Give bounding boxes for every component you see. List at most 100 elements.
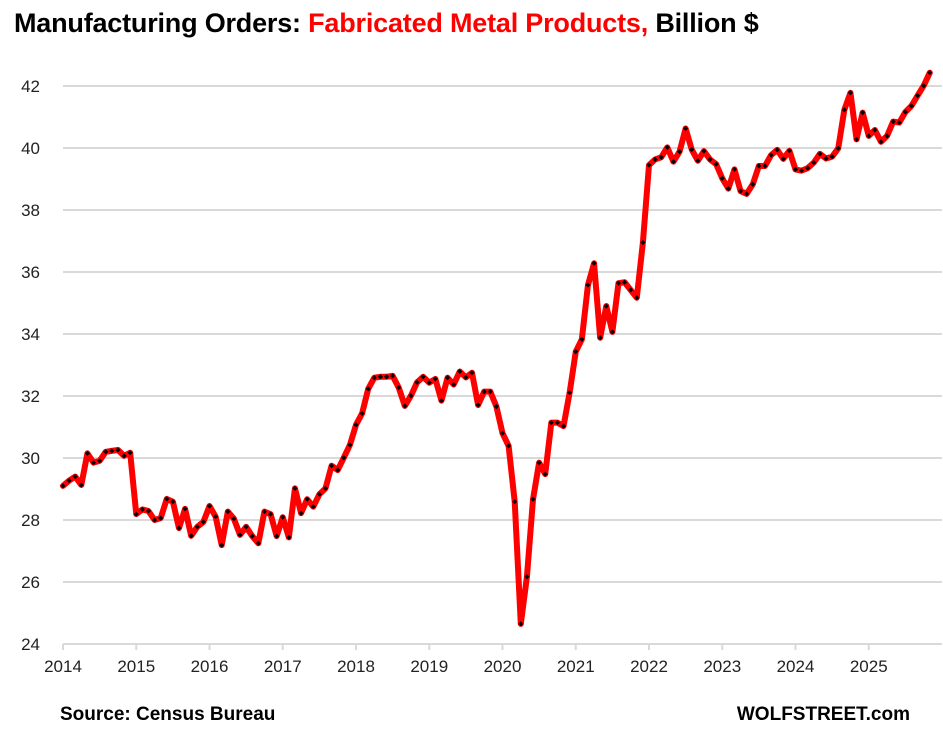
data-point — [371, 375, 377, 381]
y-tick-label: 26 — [21, 573, 40, 592]
data-point — [823, 155, 829, 162]
series-line — [60, 69, 933, 627]
y-tick-label: 36 — [21, 263, 40, 282]
gridlines — [63, 85, 942, 645]
data-point — [835, 145, 841, 151]
data-point — [652, 156, 658, 163]
x-tick-label: 2015 — [117, 657, 155, 676]
data-point — [170, 499, 176, 505]
data-point — [518, 621, 524, 627]
data-point — [139, 506, 145, 513]
data-point — [304, 496, 310, 502]
data-point — [347, 442, 353, 448]
data-point — [408, 393, 414, 399]
x-tick-label: 2019 — [410, 657, 448, 676]
y-tick-label: 34 — [21, 325, 40, 344]
x-tick-label: 2023 — [703, 657, 741, 676]
y-tick-label: 28 — [21, 511, 40, 530]
data-point — [499, 430, 506, 436]
data-point — [353, 422, 359, 428]
data-point — [438, 398, 445, 404]
data-point — [475, 402, 481, 408]
series — [60, 69, 933, 627]
data-point — [310, 504, 316, 510]
data-point — [493, 403, 499, 410]
data-point — [445, 375, 451, 381]
data-point — [164, 496, 170, 502]
data-point — [97, 458, 103, 464]
data-point — [359, 410, 365, 416]
data-point — [396, 385, 402, 391]
y-axis: 24 26 28 30 32 34 36 38 40 42 — [21, 77, 40, 654]
x-tick-label: 2022 — [630, 657, 668, 676]
data-point — [707, 156, 713, 163]
title-highlight: Fabricated Metal Products, — [308, 8, 649, 38]
data-point — [292, 485, 298, 491]
data-point — [805, 165, 811, 171]
data-point — [225, 509, 231, 515]
data-point — [481, 389, 487, 395]
data-point — [335, 467, 341, 473]
data-point — [72, 474, 78, 480]
x-tick-label: 2021 — [557, 657, 595, 676]
data-point — [383, 374, 390, 380]
data-point — [322, 485, 329, 491]
data-point — [329, 463, 335, 469]
data-point — [121, 453, 127, 459]
data-point — [274, 533, 280, 539]
brand-label: WOLFSTREET.com — [736, 704, 910, 725]
data-point — [725, 186, 731, 192]
data-point — [457, 368, 463, 375]
title-unit: Billion $ — [648, 8, 759, 38]
data-point — [402, 403, 408, 409]
data-point — [127, 450, 133, 456]
data-point — [426, 380, 432, 386]
x-tick-label: 2025 — [850, 657, 888, 676]
data-point — [390, 373, 396, 379]
data-point — [103, 449, 109, 455]
data-point — [261, 509, 267, 515]
y-tick-label: 32 — [21, 387, 40, 406]
data-point — [255, 540, 261, 546]
data-point — [829, 154, 835, 160]
y-tick-label: 30 — [21, 449, 40, 468]
data-point — [780, 156, 786, 162]
title-main: Manufacturing Orders: — [14, 8, 309, 38]
data-point — [365, 386, 371, 392]
data-point — [506, 443, 512, 449]
data-point — [872, 127, 878, 133]
data-point — [615, 280, 622, 286]
data-point — [585, 282, 591, 288]
source-label: Source: Census Bureau — [60, 704, 276, 725]
data-point — [744, 191, 750, 197]
data-point — [634, 295, 640, 301]
data-point — [432, 376, 438, 382]
data-point — [799, 168, 805, 174]
x-tick-label: 2014 — [44, 657, 82, 676]
data-point — [420, 374, 426, 380]
data-point — [786, 148, 792, 154]
data-point — [316, 491, 322, 497]
y-tick-label: 40 — [21, 139, 40, 158]
data-point — [182, 506, 188, 512]
data-point — [560, 423, 567, 429]
y-tick-label: 38 — [21, 201, 40, 220]
y-tick-label: 42 — [21, 77, 40, 96]
data-point — [341, 455, 347, 461]
data-point — [377, 374, 383, 380]
data-point — [280, 514, 286, 520]
x-tick-label: 2024 — [777, 657, 815, 676]
x-tick-label: 2017 — [264, 657, 302, 676]
data-point — [512, 499, 518, 505]
data-point — [762, 163, 768, 169]
chart-title: Manufacturing Orders: Fabricated Metal P… — [14, 8, 759, 39]
data-point — [206, 503, 213, 509]
data-point — [817, 151, 823, 157]
data-point — [451, 381, 457, 388]
data-point — [463, 374, 469, 380]
data-point — [713, 161, 719, 167]
y-tick-label: 24 — [21, 635, 40, 654]
data-point — [689, 147, 695, 153]
data-point — [536, 460, 542, 466]
